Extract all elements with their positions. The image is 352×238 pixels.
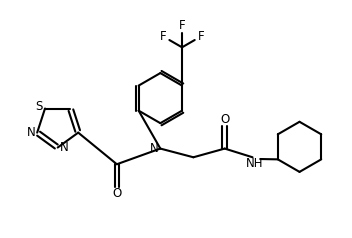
Text: N: N (59, 141, 68, 154)
Text: NH: NH (246, 157, 263, 170)
Text: N: N (26, 126, 35, 139)
Text: F: F (197, 30, 204, 43)
Text: N: N (150, 142, 158, 155)
Text: F: F (179, 19, 186, 32)
Text: S: S (35, 100, 43, 113)
Text: O: O (220, 113, 230, 126)
Text: O: O (112, 187, 121, 200)
Text: F: F (160, 30, 166, 43)
